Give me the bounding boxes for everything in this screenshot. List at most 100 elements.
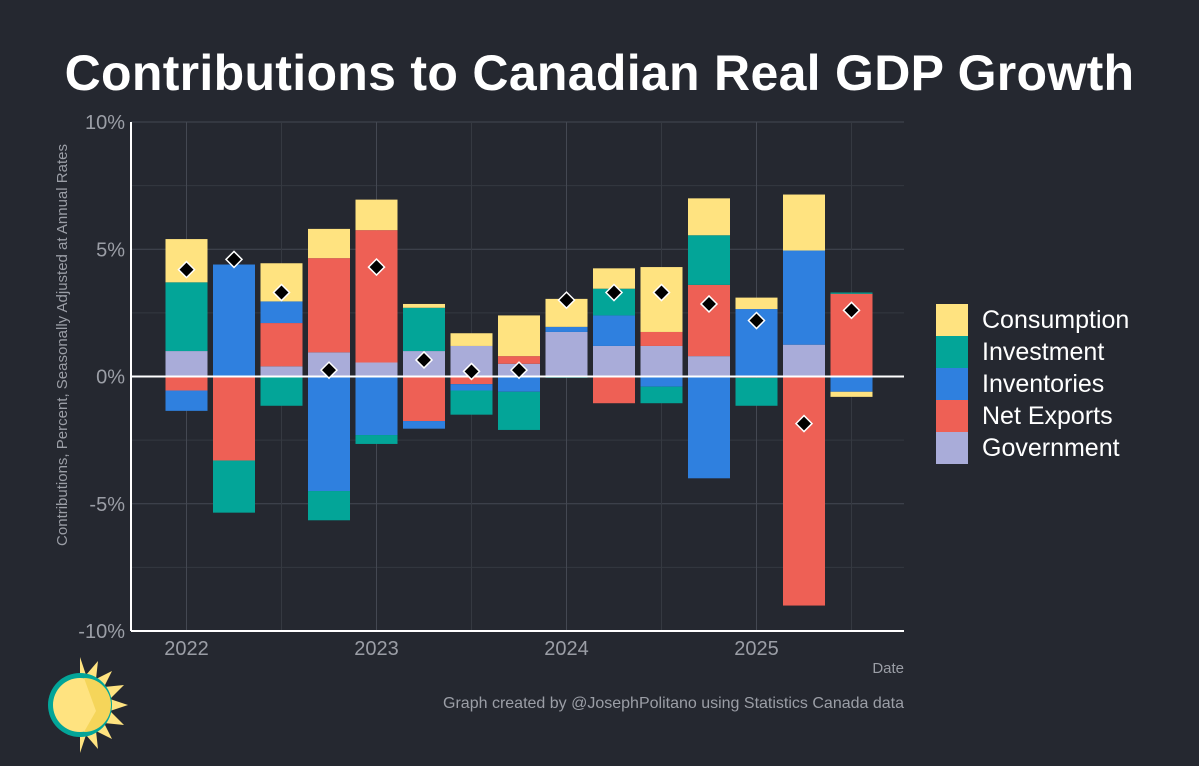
bar-segment-inventories [165,390,208,411]
bar-segment-inventories [783,250,825,345]
bar-segment-inventories [545,326,588,332]
bar-segment-investment [498,391,540,430]
gdp-diamond-marker [604,283,624,302]
gdp-diamond-marker [224,250,244,269]
bar-segment-investment [308,491,350,521]
x-axis-title: Date [872,660,904,677]
bar-stack [213,264,255,513]
bar-segment-consumption [355,199,398,231]
bar-segment-consumption [593,268,635,289]
bar-stack [260,263,303,406]
bar-segment-investment [165,282,208,352]
bar-segment-net-exports [640,331,683,346]
bar-segment-government [688,356,730,377]
bar-segment-government [165,351,208,377]
bar-stack [498,315,540,430]
legend-item-investment: Investment [936,336,1104,368]
bar-stack-layer [165,194,873,606]
legend-swatch [936,432,968,464]
bar-segment-investment [830,292,873,294]
bar-segment-net-exports [165,376,208,391]
gdp-markers [177,250,861,433]
y-tick-label: 0% [96,367,125,389]
gdp-diamond-marker [462,362,481,381]
bar-segment-investment [403,307,445,352]
bar-segment-inventories [593,315,635,346]
sun-logo-icon [48,657,128,753]
bar-segment-inventories [640,376,683,387]
bar-segment-consumption [308,228,350,259]
bar-segment-consumption [403,303,445,308]
legend-swatch [936,336,968,368]
legend-label: Inventories [982,370,1104,398]
gdp-diamond-marker [414,350,434,370]
bar-segment-net-exports [783,376,825,606]
bar-segment-investment [735,377,778,406]
legend: Consumption Investment Inventories Net Expo… [936,304,1129,464]
bar-segment-consumption [830,391,873,397]
legend-item-government: Government [936,432,1120,464]
bar-segment-consumption [783,194,825,251]
x-tick-label: 2023 [354,638,399,660]
bar-stack [688,198,730,479]
legend-label: Net Exports [982,402,1113,430]
bar-stack [355,199,398,444]
bar-stack [640,267,683,404]
bar-segment-investment [688,235,730,285]
bar-segment-investment [450,390,493,415]
legend-item-inventories: Inventories [936,368,1104,400]
bar-segment-government [355,362,398,377]
bar-segment-inventories [213,264,255,377]
gdp-diamond-marker [652,283,671,302]
gdp-diamond-marker [319,361,339,380]
bar-stack [165,239,208,411]
axes [130,122,904,632]
legend-swatch [936,368,968,400]
source-caption: Graph created by @JosephPolitano using S… [443,695,904,712]
bar-segment-investment [213,460,255,513]
bar-segment-government [260,366,303,377]
legend-item-consumption: Consumption [936,304,1129,336]
bar-segment-government [640,345,683,377]
bar-segment-investment [355,435,398,444]
bar-segment-inventories [688,376,730,479]
bar-segment-government [593,345,635,377]
gdp-diamond-marker [557,291,576,310]
gdp-diamond-marker [794,414,814,433]
y-tick-label: -10% [78,621,125,643]
bar-segment-consumption [735,297,778,310]
y-tick-label: 10% [85,112,125,134]
bar-segment-inventories [830,376,873,392]
bar-segment-investment [260,376,303,406]
gdp-diamond-marker [272,283,291,302]
bar-segment-inventories [260,301,303,324]
gdp-diamond-marker [367,258,386,277]
gdp-diamond-marker [699,294,719,314]
bar-segment-inventories [403,421,445,429]
legend-label: Consumption [982,306,1129,334]
bar-segment-net-exports [260,323,303,367]
legend-swatch [936,400,968,432]
legend-item-net-exports: Net Exports [936,400,1113,432]
bar-segment-inventories [450,384,493,391]
bar-stack [593,268,635,404]
bar-stack [783,194,825,606]
bar-segment-net-exports [403,376,445,422]
axis-labels: -10% -5% 0% 5% 10% 2022 2023 2024 2025 [78,112,778,660]
legend-swatch [936,304,968,336]
bar-segment-consumption [498,315,540,357]
bar-segment-consumption [688,198,730,236]
chart-title: Contributions to Canadian Real GDP Growt… [64,45,1135,101]
legend-label: Government [982,434,1120,462]
bar-segment-inventories [355,376,398,436]
bar-segment-government [545,331,588,377]
bar-segment-net-exports [355,230,398,363]
y-tick-label: -5% [89,494,125,516]
gdp-diamond-marker [509,361,529,380]
x-tick-label: 2022 [164,638,209,660]
gdp-diamond-marker [842,301,861,320]
bar-segment-net-exports [593,376,635,404]
y-axis-title: Contributions, Percent, Seasonally Adjus… [54,144,71,546]
bar-segment-net-exports [308,258,350,353]
x-tick-label: 2025 [734,638,779,660]
